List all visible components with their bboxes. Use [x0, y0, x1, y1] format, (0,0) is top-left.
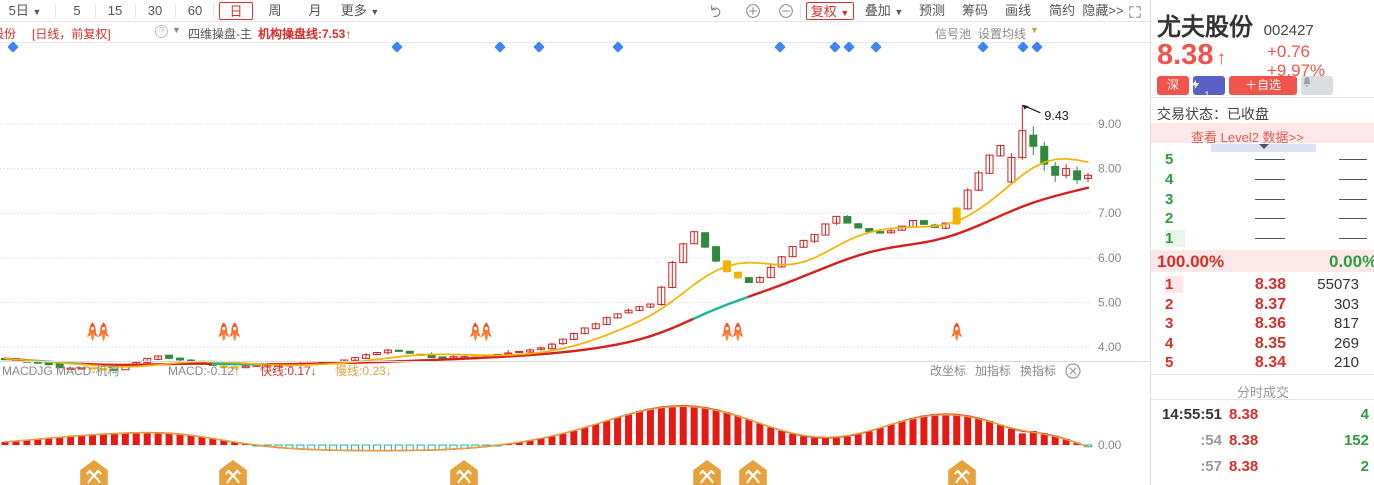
svg-text:加指标: 加指标	[975, 363, 1011, 378]
svg-text:MACDJG MACD-机构: MACDJG MACD-机构	[2, 363, 119, 378]
svg-text:6.00: 6.00	[1098, 251, 1122, 265]
svg-text:9.43: 9.43	[1044, 109, 1068, 123]
svg-text:7.00: 7.00	[1098, 206, 1122, 220]
svg-text:慢线:0.23↓: 慢线:0.23↓	[335, 364, 392, 378]
svg-text:MACD:-0.12↑: MACD:-0.12↑	[168, 364, 240, 378]
svg-text:快线:0.17↓: 快线:0.17↓	[260, 364, 317, 378]
svg-text:9.00: 9.00	[1098, 117, 1122, 131]
svg-text:4.00: 4.00	[1098, 340, 1122, 354]
svg-text:5.00: 5.00	[1098, 295, 1122, 309]
svg-text:改坐标: 改坐标	[930, 364, 966, 378]
svg-text:0.00: 0.00	[1098, 438, 1122, 452]
svg-text:8.00: 8.00	[1098, 162, 1122, 176]
svg-text:换指标: 换指标	[1020, 363, 1056, 378]
